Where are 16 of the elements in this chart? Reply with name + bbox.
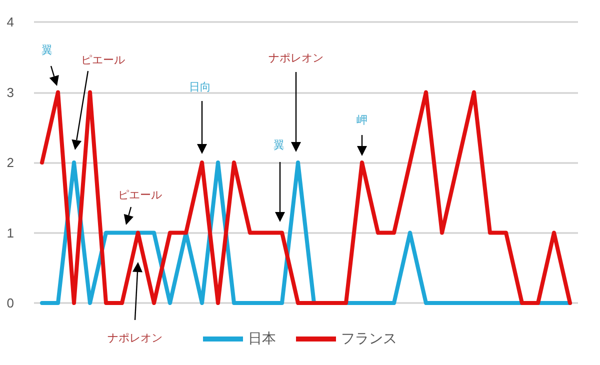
annotation: 岬 xyxy=(356,114,368,126)
legend-label: フランス xyxy=(341,331,397,347)
text: ナポレオン xyxy=(108,332,162,344)
y-tick-label: 2 xyxy=(6,155,14,170)
annotation: 日向 xyxy=(189,80,211,94)
y-tick-label: 0 xyxy=(6,296,14,310)
annotation: 翼 xyxy=(42,44,52,56)
annotation: 翼 xyxy=(274,138,284,152)
line-series xyxy=(40,90,572,305)
annotation: ナポレオン xyxy=(268,52,324,64)
y-tick-label: 4 xyxy=(6,14,14,30)
legend-label: 日本 xyxy=(248,331,276,347)
y-tick-label: 3 xyxy=(6,84,14,100)
y-tick-label: 1 xyxy=(6,225,14,240)
annotation: ピエール xyxy=(81,54,125,66)
annotation: ピエール xyxy=(118,188,162,202)
